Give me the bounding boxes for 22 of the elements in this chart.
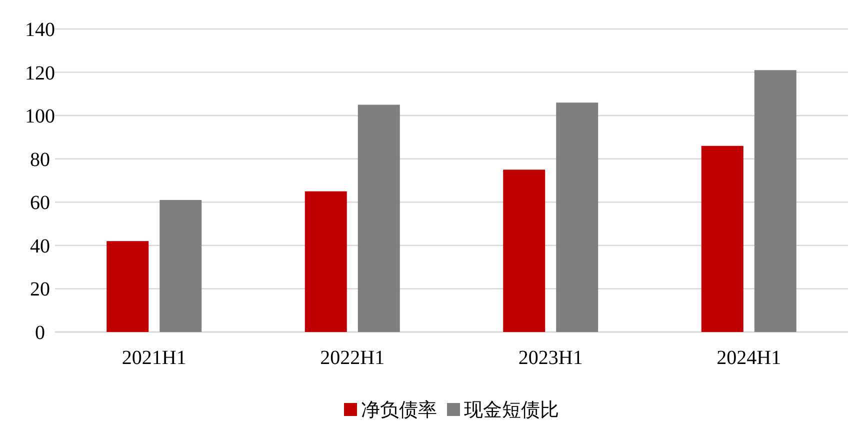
bar [556,102,598,332]
y-tick-label: 40 [30,235,50,258]
y-tick-label: 20 [30,278,50,301]
y-tick-label: 120 [25,62,55,84]
bar [304,191,347,332]
bar [160,200,202,332]
legend-label: 净负债率 [361,399,437,421]
x-tick-label: 2024H1 [716,347,782,369]
bar [701,146,744,332]
legend-label: 现金短债比 [464,399,559,421]
bar [106,241,149,332]
y-tick-label: 60 [30,192,50,214]
x-tick-label: 2022H1 [320,347,385,369]
y-tick-label: 140 [25,19,55,41]
bar [503,170,546,332]
x-tick-label: 2023H1 [518,347,583,369]
bar [754,70,796,332]
y-tick-label: 80 [30,148,50,171]
x-tick-label: 2021H1 [122,347,186,369]
y-tick-label: 100 [25,106,55,128]
bar [358,104,400,332]
y-tick-label: 0 [35,322,45,344]
